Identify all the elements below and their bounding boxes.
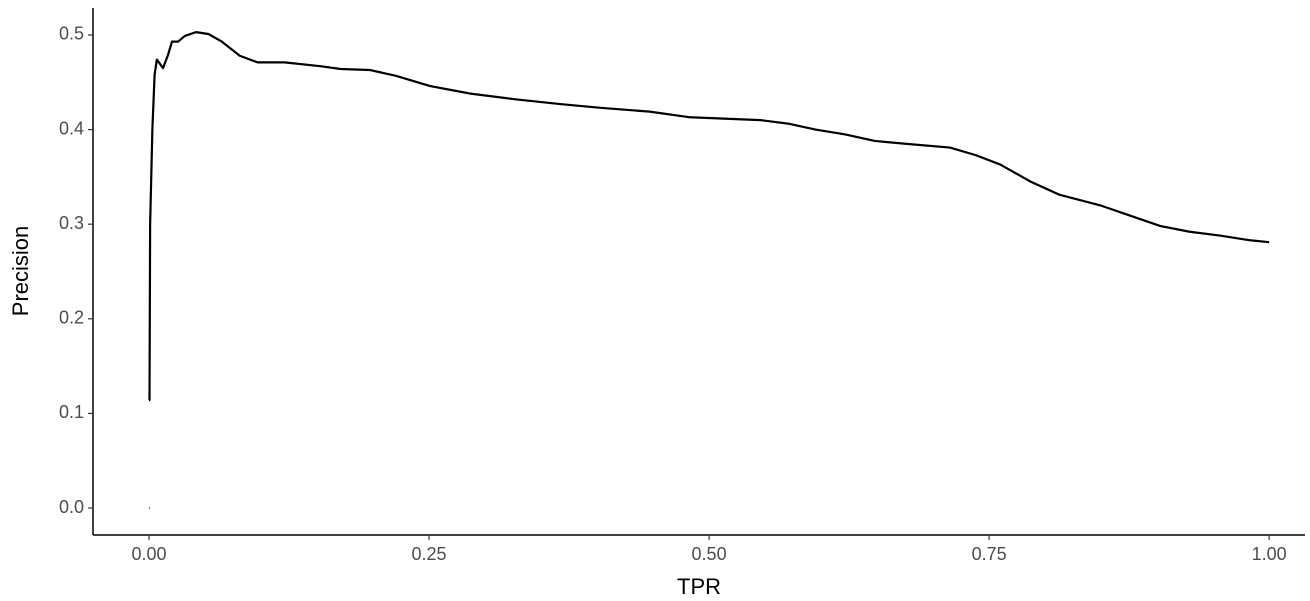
x-tick-label: 0.00 [131, 544, 166, 564]
y-tick-label: 0.3 [59, 213, 84, 233]
x-tick-label: 0.75 [972, 544, 1007, 564]
x-tick-label: 0.25 [412, 544, 447, 564]
y-tick-label: 0.1 [59, 402, 84, 422]
y-tick-label: 0.4 [59, 118, 84, 138]
y-tick-label: 0.5 [59, 24, 84, 44]
x-tick-label: 0.50 [692, 544, 727, 564]
x-axis-title: TPR [677, 574, 721, 599]
y-tick-label: 0.0 [59, 497, 84, 517]
y-tick-label: 0.2 [59, 308, 84, 328]
y-axis-title: Precision [8, 226, 33, 316]
x-tick-label: 1.00 [1252, 544, 1287, 564]
line [148, 31, 1270, 510]
